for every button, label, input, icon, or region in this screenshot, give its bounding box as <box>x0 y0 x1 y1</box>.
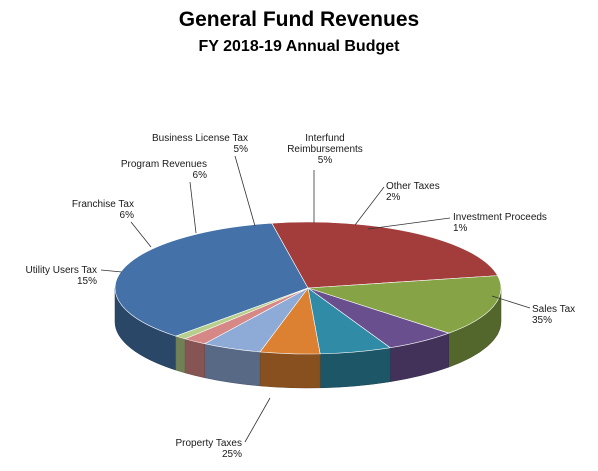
leader-line-other-taxes <box>354 186 385 226</box>
pie-side-other-taxes <box>184 338 205 379</box>
leader-line-property-taxes <box>244 397 271 443</box>
data-label-franchise-tax: Franchise Tax 6% <box>72 199 134 221</box>
data-label-other-taxes: Other Taxes 2% <box>386 181 440 203</box>
leader-line-franchise-tax <box>130 221 152 248</box>
pie-slice-sales-tax <box>114 222 309 337</box>
pie-side-investment-proceeds <box>175 335 186 374</box>
data-label-interfund-reimbursements: Interfund Reimbursements 5% <box>287 133 363 166</box>
leader-line-investment-proceeds <box>367 217 451 230</box>
pie-slice-utility-users-tax <box>307 275 502 334</box>
pie-slice-property-taxes <box>271 221 499 289</box>
data-label-investment-proceeds: Investment Proceeds 1% <box>453 212 547 234</box>
pie-slice-investment-proceeds <box>174 287 309 340</box>
data-label-sales-tax: Sales Tax 35% <box>532 304 575 326</box>
data-label-program-revenues: Program Revenues 6% <box>121 159 207 181</box>
chart-title: General Fund Revenues <box>178 8 420 31</box>
data-label-utility-users-tax: Utility Users Tax 15% <box>26 265 98 287</box>
pie-side-business-license-tax <box>259 351 321 389</box>
pie-sides <box>114 287 502 389</box>
leader-line-program-revenues <box>189 181 197 234</box>
leader-line-business-license-tax <box>234 155 256 227</box>
leader-line-sales-tax <box>491 295 531 309</box>
data-label-business-license-tax: Business License Tax 5% <box>152 133 248 155</box>
chart-subtitle: FY 2018-19 Annual Budget <box>198 38 400 55</box>
pie-tops <box>114 221 502 355</box>
data-label-property-taxes: Property Taxes 25% <box>175 438 242 460</box>
pie-labels: Sales Tax 35% Property Taxes 25% Utility Use… <box>26 133 576 460</box>
pie-leaders <box>100 155 531 443</box>
leader-line-utility-users-tax <box>100 269 123 273</box>
